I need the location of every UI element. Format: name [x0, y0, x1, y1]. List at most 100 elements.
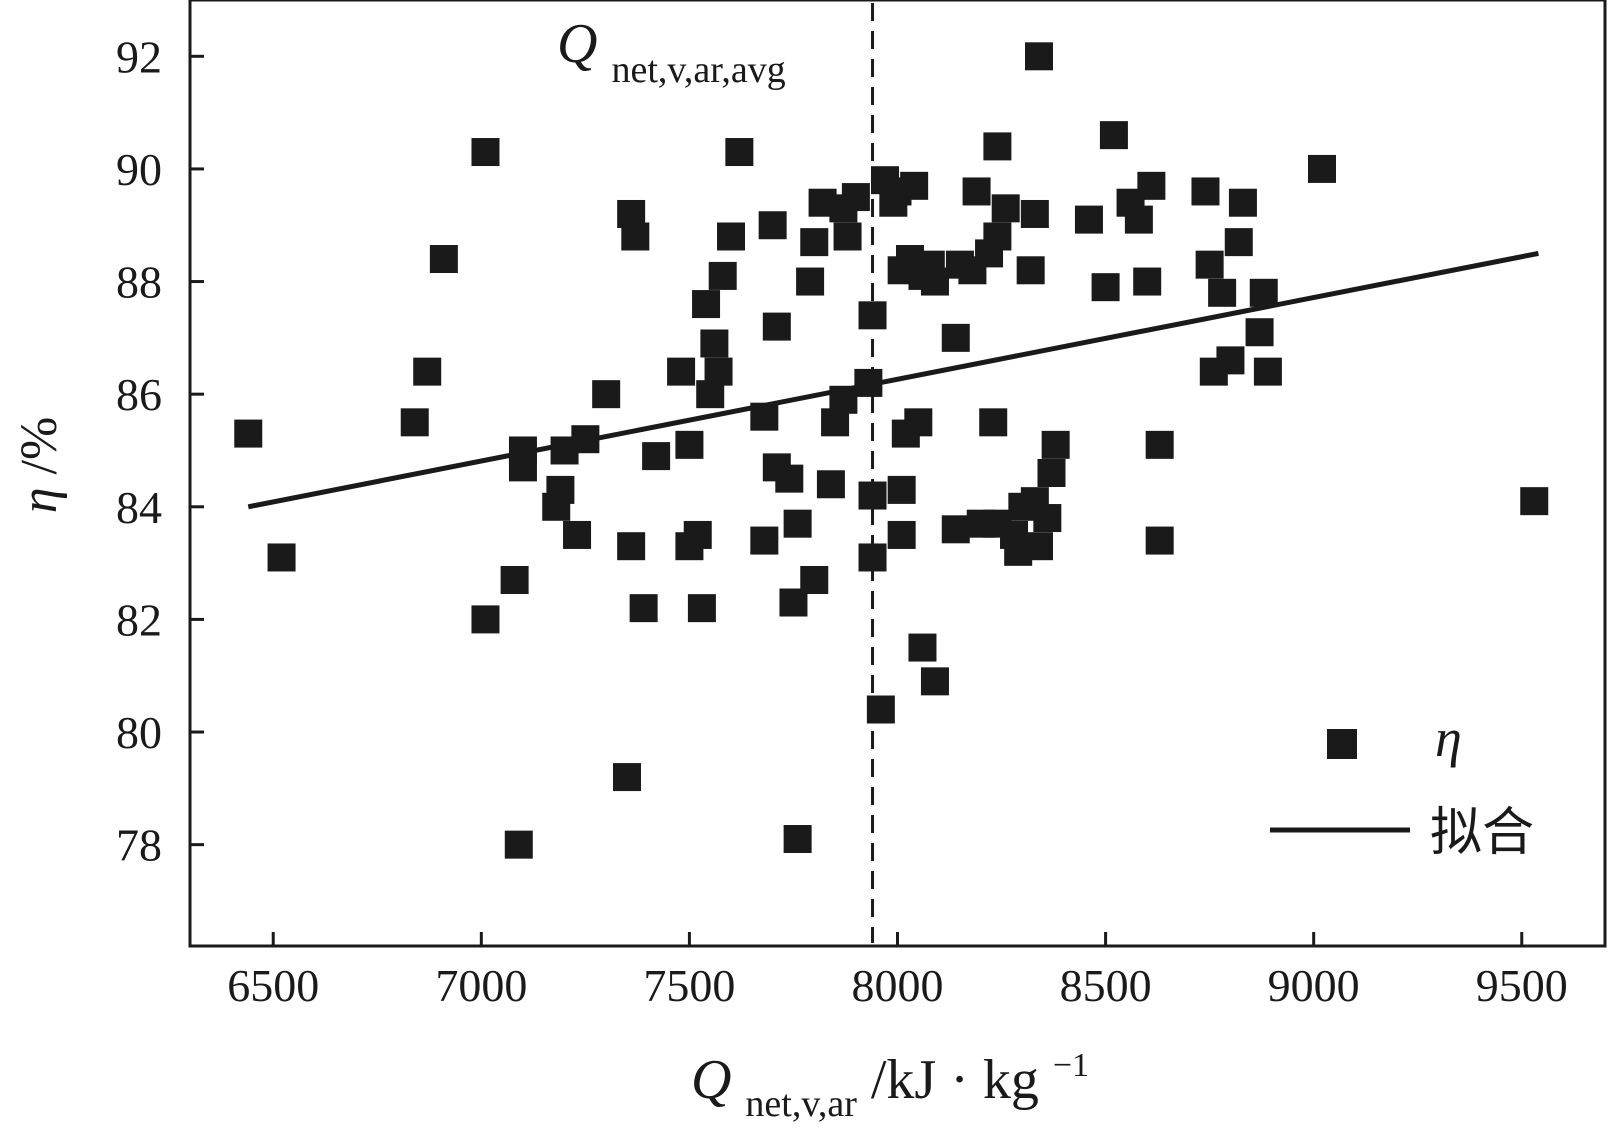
data-point — [920, 667, 949, 696]
data-point — [592, 380, 621, 409]
data-point — [629, 594, 658, 623]
data-point — [1099, 121, 1128, 150]
data-point — [908, 633, 937, 662]
data-point — [400, 408, 429, 437]
data-point — [904, 408, 933, 437]
data-point — [1025, 42, 1053, 71]
reference-line-label: Q net,v,ar,avg — [557, 13, 786, 91]
data-point — [887, 475, 916, 504]
data-point — [1253, 357, 1282, 386]
data-point — [1133, 267, 1162, 296]
data-point — [800, 565, 829, 594]
x-axis-ticks: 6500 7000 7500 8000 8500 9000 9500 — [227, 932, 1568, 1011]
y-tick-label: 86 — [116, 369, 162, 420]
y-axis-title-symbol: η — [11, 487, 68, 513]
data-point — [750, 526, 779, 555]
data-point — [1245, 318, 1274, 347]
data-point — [783, 509, 812, 538]
data-point — [829, 385, 858, 414]
data-point — [413, 357, 442, 386]
data-point — [866, 695, 895, 724]
data-point — [700, 329, 729, 358]
svg-text:Q net,v,ar /kJ · k: Q net,v,ar /kJ · kg −1 — [691, 1047, 1089, 1129]
data-point — [941, 323, 970, 352]
reference-label-symbol: Q — [557, 13, 597, 75]
data-point — [617, 532, 646, 561]
x-axis-title: Q net,v,ar /kJ · kg −1 — [691, 1047, 1089, 1129]
data-point — [429, 245, 458, 274]
fit-line-layer — [247, 250, 1539, 510]
fit-line — [247, 250, 1539, 510]
x-axis-title-unit: /kJ · kg — [871, 1049, 1039, 1111]
data-point — [941, 515, 970, 544]
data-point — [858, 481, 887, 510]
y-axis-ticks: 78 80 82 84 86 88 90 92 — [116, 31, 204, 871]
data-point — [841, 183, 870, 212]
y-tick-label: 88 — [116, 257, 162, 308]
y-tick-label: 90 — [116, 144, 162, 195]
data-point — [642, 442, 671, 471]
data-point — [983, 222, 1012, 251]
legend: η 拟合 — [1270, 708, 1534, 862]
data-point — [1216, 346, 1245, 375]
data-point — [762, 312, 791, 341]
data-point — [800, 228, 829, 257]
data-point — [725, 138, 754, 167]
data-point — [979, 408, 1008, 437]
data-point — [750, 402, 779, 431]
y-tick-label: 92 — [116, 31, 162, 82]
data-point — [621, 222, 650, 251]
data-point — [708, 261, 737, 290]
data-point — [900, 171, 929, 200]
data-point — [1124, 205, 1153, 234]
data-point — [508, 453, 537, 482]
data-point — [833, 222, 862, 251]
data-point — [816, 470, 845, 499]
data-point — [1091, 273, 1120, 302]
data-point — [675, 430, 704, 459]
data-point — [471, 138, 500, 167]
data-point — [1025, 532, 1053, 561]
data-point — [1195, 250, 1224, 279]
data-point — [796, 267, 825, 296]
x-tick-label: 9000 — [1268, 960, 1360, 1011]
data-point — [758, 211, 787, 240]
data-point — [500, 565, 529, 594]
legend-label-fit: 拟合 — [1430, 805, 1534, 862]
y-axis-title: η /% — [11, 417, 68, 514]
legend-square-marker — [1327, 729, 1357, 759]
data-point — [1191, 177, 1220, 206]
data-point — [683, 520, 712, 549]
data-point — [858, 301, 887, 330]
x-axis-title-symbol: Q — [691, 1049, 731, 1111]
svg-text:Q net,v,ar,avg: Q net,v,ar,avg — [557, 13, 786, 91]
data-point — [920, 267, 949, 296]
scatter-points-layer — [234, 42, 1549, 859]
data-point — [717, 222, 746, 251]
y-tick-label: 84 — [116, 482, 162, 533]
data-point — [1041, 430, 1070, 459]
data-point — [1145, 430, 1174, 459]
data-point — [692, 290, 721, 319]
data-point — [563, 520, 592, 549]
data-point — [612, 763, 641, 792]
x-tick-label: 7500 — [643, 960, 735, 1011]
data-point — [1074, 205, 1103, 234]
data-point — [854, 368, 883, 397]
data-point — [571, 425, 600, 454]
data-point — [991, 194, 1020, 223]
data-point — [858, 543, 887, 572]
data-point — [504, 830, 533, 859]
data-point — [783, 825, 812, 854]
y-tick-label: 80 — [116, 707, 162, 758]
data-point — [1520, 487, 1549, 516]
x-tick-label: 9500 — [1476, 960, 1568, 1011]
x-axis-title-subscript: net,v,ar — [745, 1083, 857, 1125]
data-point — [1033, 504, 1062, 533]
data-point — [1208, 278, 1237, 307]
svg-text:η /%: η /% — [11, 417, 68, 514]
x-tick-label: 6500 — [227, 960, 319, 1011]
data-point — [1224, 228, 1253, 257]
data-point — [1145, 526, 1174, 555]
